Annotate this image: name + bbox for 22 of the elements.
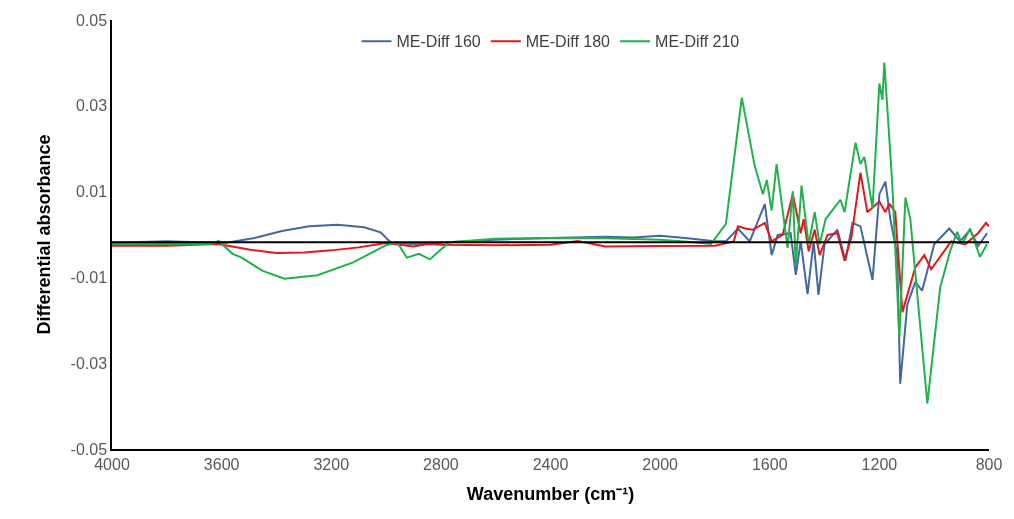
x-tick-label: 1200	[861, 455, 898, 473]
x-tick-label: 1600	[751, 455, 788, 473]
x-tick-label: 2400	[532, 455, 569, 473]
y-tick-label: 0.01	[75, 183, 108, 201]
y-axis-title: Differential absorbance	[34, 134, 55, 335]
x-axis-title: Wavenumber (cm⁻¹)	[466, 483, 635, 504]
y-tick-label: 0.05	[75, 11, 108, 29]
y-tick-label: -0.01	[70, 269, 108, 286]
y-tick-label: 0.03	[75, 97, 108, 115]
x-tick-label: 2800	[423, 455, 459, 473]
legend-label: ME-Diff 210	[655, 33, 740, 51]
x-tick-label: 3600	[203, 455, 240, 473]
x-tick-label: 4000	[94, 455, 130, 473]
line-series	[112, 61, 989, 405]
x-tick-label: 3200	[313, 455, 350, 473]
legend-label: ME-Diff 160	[396, 33, 481, 51]
x-tick-label: 800	[975, 455, 1003, 473]
y-tick-label: -0.05	[70, 440, 108, 458]
legend-label: ME-Diff 180	[525, 33, 611, 51]
y-tick-label: -0.03	[70, 354, 108, 372]
x-tick-label: 2000	[642, 455, 679, 473]
line-series	[112, 171, 989, 314]
